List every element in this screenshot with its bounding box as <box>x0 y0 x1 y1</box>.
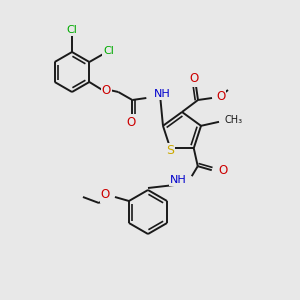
Text: S: S <box>166 144 174 157</box>
Text: CH₃: CH₃ <box>224 115 242 125</box>
Text: O: O <box>102 83 111 97</box>
Text: Cl: Cl <box>103 46 114 56</box>
Text: O: O <box>127 116 136 128</box>
Text: NH: NH <box>154 89 171 99</box>
Text: O: O <box>189 73 199 85</box>
Text: O: O <box>219 164 228 177</box>
Text: O: O <box>216 91 225 103</box>
Text: NH: NH <box>170 175 187 185</box>
Text: Cl: Cl <box>67 25 77 35</box>
Text: NH: NH <box>154 89 171 99</box>
Text: O: O <box>101 188 110 202</box>
